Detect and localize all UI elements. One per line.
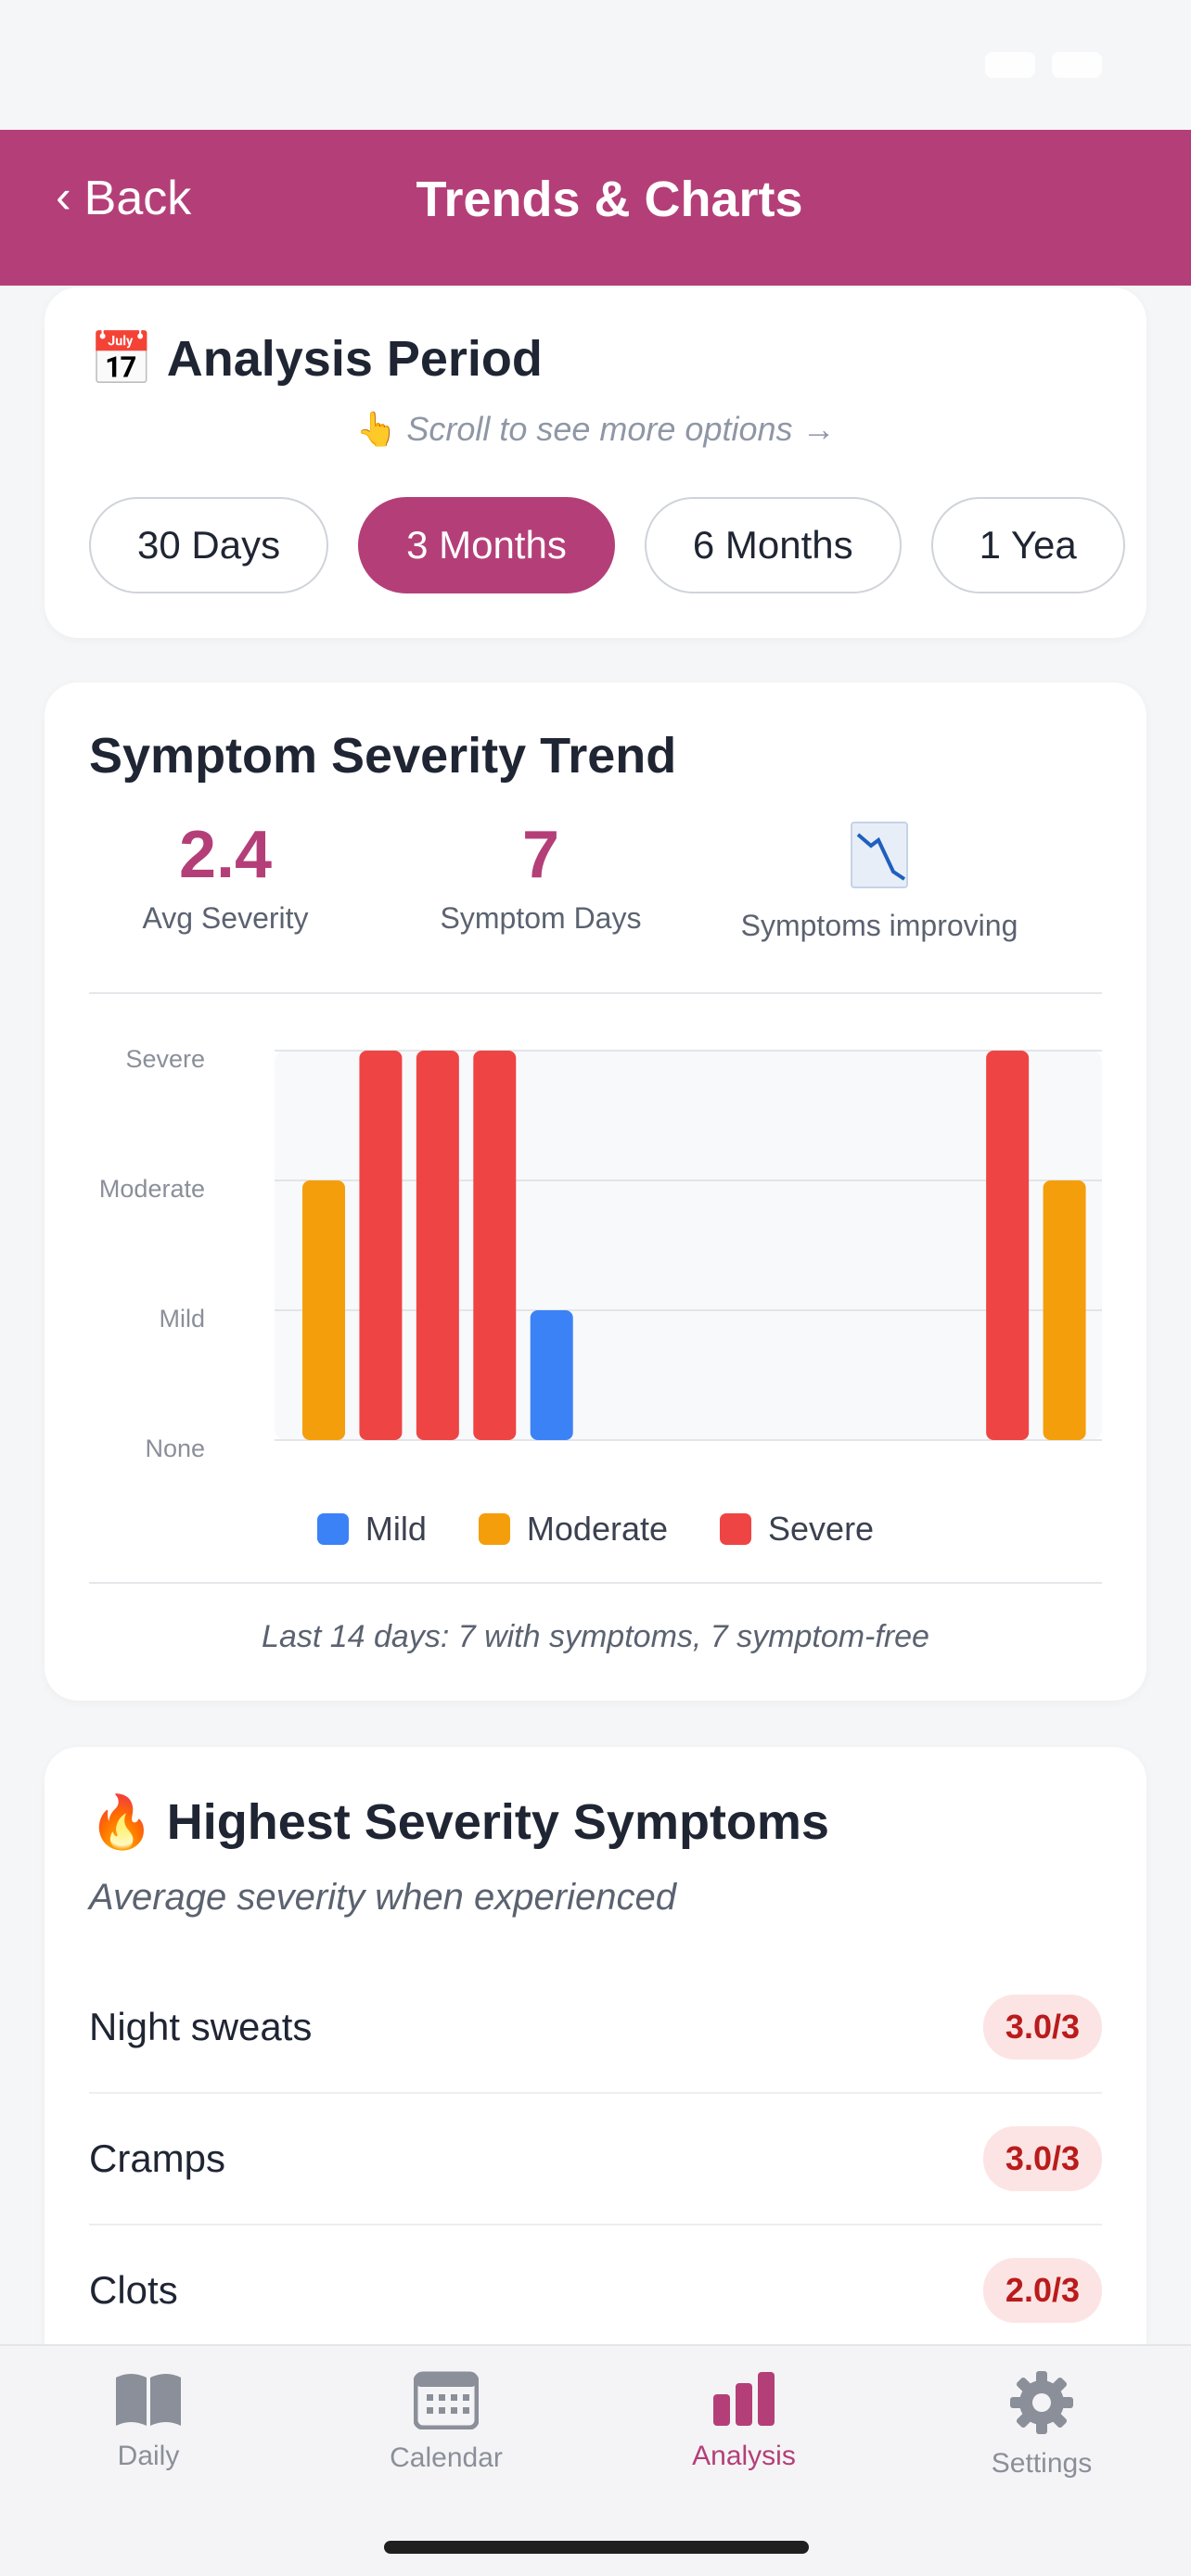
severity-bar: [359, 1051, 403, 1440]
severity-badge: 2.0/3: [982, 2258, 1102, 2323]
period-option-3-months[interactable]: 3 Months: [358, 497, 615, 593]
trend-direction-stat: Symptoms improving: [712, 822, 1046, 943]
status-icons: [985, 52, 1102, 78]
symptom-days-stat: 7 Symptom Days: [416, 822, 666, 936]
analysis-period-heading: 📅 Analysis Period: [89, 328, 543, 389]
avg-severity-label: Avg Severity: [142, 901, 309, 935]
severity-trend-card: Symptom Severity Trend 2.4 Avg Severity …: [45, 682, 1146, 1701]
severity-badge: 3.0/3: [982, 2126, 1102, 2191]
legend-label-mild: Mild: [365, 1510, 427, 1548]
symptom-name: Clots: [89, 2268, 178, 2312]
status-bar: 7:49: [0, 0, 1191, 130]
legend-item-severe: Severe: [720, 1510, 874, 1549]
legend-item-mild: Mild: [316, 1510, 427, 1549]
severity-bar: [986, 1051, 1030, 1440]
bar-chart-icon: [713, 2372, 775, 2426]
nav-header: ‹ Back Trends & Charts: [0, 130, 1191, 286]
trend-summary: Last 14 days: 7 with symptoms, 7 symptom…: [262, 1619, 929, 1654]
tab-label-settings: Settings: [991, 2448, 1093, 2479]
symptom-days-label: Symptom Days: [440, 901, 642, 935]
calendar-icon: 📅: [89, 329, 154, 388]
highest-severity-card: 🔥 Highest Severity Symptoms Average seve…: [45, 1747, 1146, 2396]
home-indicator: [384, 2541, 809, 2554]
highest-severity-title: Highest Severity Symptoms: [166, 1794, 829, 1850]
divider: [89, 1582, 1102, 1584]
chart-decreasing-icon: [851, 822, 908, 888]
period-option-1-year[interactable]: 1 Yea: [930, 497, 1125, 593]
legend-swatch-mild: [316, 1513, 349, 1545]
symptom-row[interactable]: Cramps 3.0/3: [89, 2094, 1102, 2225]
symptom-name: Night sweats: [89, 2005, 313, 2048]
tab-analysis[interactable]: Analysis: [642, 2370, 846, 2472]
divider: [89, 992, 1102, 994]
severity-chart-svg: None Mild Moderate Severe: [99, 1045, 1102, 1462]
tab-daily[interactable]: Daily: [46, 2370, 250, 2472]
chart-legend: Mild Moderate Severe: [45, 1510, 1146, 1549]
symptom-days-value: 7: [521, 818, 560, 892]
analysis-period-title: Analysis Period: [166, 331, 543, 387]
tab-settings[interactable]: Settings: [940, 2370, 1144, 2480]
legend-label-moderate: Moderate: [526, 1510, 669, 1548]
severity-bar: [1043, 1180, 1086, 1440]
highest-severity-subtitle: Average severity when experienced: [89, 1877, 676, 1918]
scroll-hint: 👆 Scroll to see more options →: [45, 410, 1146, 449]
legend-label-severe: Severe: [768, 1510, 875, 1548]
tab-label-analysis: Analysis: [692, 2441, 796, 2471]
tab-label-calendar: Calendar: [390, 2442, 503, 2473]
pointing-hand-icon: 👆: [355, 410, 398, 448]
symptom-row[interactable]: Night sweats 3.0/3: [89, 1962, 1102, 2094]
legend-item-moderate: Moderate: [478, 1510, 669, 1549]
severity-chart: None Mild Moderate Severe: [45, 1044, 1146, 1462]
tab-calendar[interactable]: Calendar: [344, 2370, 548, 2474]
back-button[interactable]: ‹ Back: [56, 171, 191, 226]
severity-badge: 3.0/3: [982, 1995, 1102, 2060]
highest-severity-heading: 🔥 Highest Severity Symptoms: [89, 1792, 829, 1853]
y-tick-label: Moderate: [99, 1175, 205, 1203]
severity-bar: [302, 1180, 345, 1440]
fire-icon: 🔥: [89, 1792, 154, 1851]
severity-bar: [473, 1051, 517, 1440]
symptom-row[interactable]: Clots 2.0/3: [89, 2225, 1102, 2357]
symptom-name: Cramps: [89, 2136, 226, 2180]
gear-icon: [1010, 2371, 1073, 2434]
page-title: Trends & Charts: [416, 172, 803, 227]
legend-swatch-severe: [720, 1513, 752, 1545]
status-time: 7:49: [128, 41, 211, 86]
y-tick-label: Severe: [125, 1045, 205, 1073]
back-label: Back: [83, 172, 192, 225]
severity-bar: [416, 1051, 459, 1440]
period-option-6-months[interactable]: 6 Months: [644, 497, 902, 593]
period-options[interactable]: 30 Days 3 Months 6 Months 1 Yea: [89, 497, 1126, 597]
severity-trend-title: Symptom Severity Trend: [89, 728, 677, 784]
analysis-period-card: 📅 Analysis Period 👆 Scroll to see more op…: [45, 287, 1146, 638]
period-option-30-days[interactable]: 30 Days: [89, 497, 329, 593]
y-tick-label: Mild: [159, 1305, 205, 1333]
calendar-grid-icon: [414, 2371, 479, 2429]
tab-label-daily: Daily: [117, 2441, 180, 2471]
avg-severity-stat: 2.4 Avg Severity: [128, 822, 323, 936]
trend-direction-label: Symptoms improving: [740, 909, 1018, 942]
chevron-left-icon: ‹: [56, 171, 71, 223]
avg-severity-value: 2.4: [178, 818, 273, 892]
wifi-icon: [985, 52, 1035, 78]
legend-swatch-moderate: [478, 1513, 510, 1545]
battery-icon: [1052, 52, 1102, 78]
tab-bar: Daily Calendar Analysis: [0, 2344, 1191, 2576]
scroll-hint-text: Scroll to see more options →: [406, 410, 836, 448]
y-tick-label: None: [145, 1435, 205, 1462]
severity-bar: [530, 1310, 573, 1440]
book-icon: [116, 2374, 181, 2426]
